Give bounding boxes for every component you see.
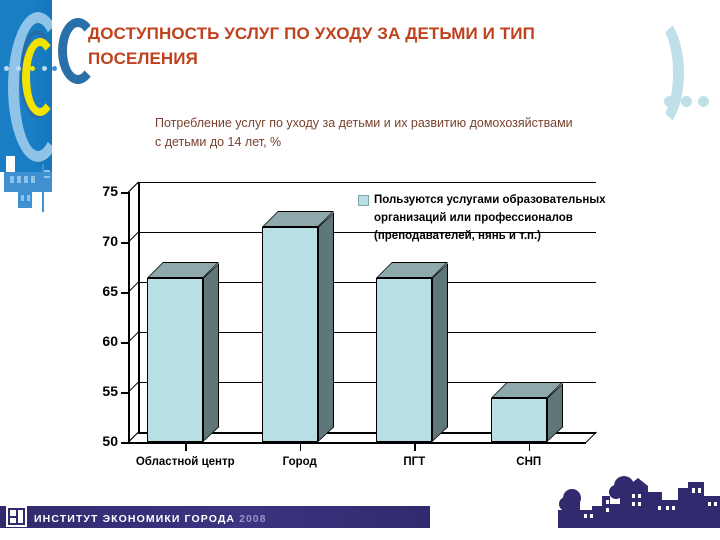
- x-axis-label-Областной центр: Областной центр: [135, 456, 235, 468]
- legend-label-series-1: Пользуются услугами образовательных орга…: [374, 194, 606, 242]
- slide-title: ДОСТУПНОСТЬ УСЛУГ ПО УХОДУ ЗА ДЕТЬМИ И Т…: [88, 24, 535, 68]
- bar-front-face: [376, 278, 433, 442]
- x-axis-front-line: [128, 442, 586, 444]
- bar-chart: Пользуются услугами образовательных орга…: [90, 170, 630, 470]
- y-tick-70: [121, 242, 128, 244]
- legend-swatch-series-1: [358, 195, 369, 206]
- y-tick-label-75: 75: [102, 183, 118, 199]
- footer-year: 2008: [239, 513, 267, 525]
- city-skyline-icon: [558, 476, 720, 528]
- bar-ПГТ[interactable]: [376, 262, 449, 442]
- chart-legend: Пользуются услугами образовательных орга…: [358, 192, 620, 245]
- bar-side-face: [203, 263, 220, 442]
- paren-icon: [628, 14, 684, 132]
- gridline-55: [138, 382, 596, 383]
- brand-c-steel-icon: [58, 18, 98, 84]
- x-tick-3: [528, 443, 531, 451]
- paren-dot-3-icon: [698, 96, 709, 107]
- gridline-75: [138, 182, 596, 183]
- y-tick-label-60: 60: [102, 333, 118, 349]
- x-tick-2: [414, 443, 416, 451]
- footer-logo-icon: [6, 506, 27, 527]
- brand-c-pale-icon: [8, 12, 52, 162]
- brand-dot-5-icon: [52, 66, 57, 71]
- plot-area: [138, 182, 596, 432]
- left-brand-panel: [0, 0, 52, 172]
- bar-Город[interactable]: [261, 211, 334, 442]
- y-tick-label-70: 70: [102, 233, 118, 249]
- x-tick-0: [185, 443, 187, 451]
- x-axis-label-СНП: СНП: [516, 456, 542, 468]
- gridline-70: [138, 232, 596, 233]
- brand-dot-4-icon: [42, 66, 47, 71]
- footer-bar: [0, 506, 430, 528]
- y-axis-back-line: [138, 182, 140, 432]
- brand-dot-2-icon: [16, 66, 21, 71]
- y-tick-55: [121, 392, 128, 394]
- x-axis-back-line: [138, 432, 596, 434]
- bar-side-face: [317, 212, 334, 442]
- y-tick-label-50: 50: [102, 433, 118, 449]
- y-tick-label-55: 55: [102, 383, 118, 399]
- y-axis-front-line: [128, 192, 130, 442]
- y-tick-75: [121, 192, 128, 194]
- left-buildings-decor: [4, 150, 74, 212]
- gridline-60: [138, 332, 596, 333]
- bar-front-face: [147, 278, 204, 442]
- brand-dot-1-icon: [4, 66, 9, 71]
- brand-dot-3-icon: [30, 66, 35, 71]
- x-axis-label-ПГТ: ПГТ: [403, 456, 426, 468]
- x-axis-label-Город: Город: [282, 456, 317, 468]
- y-tick-label-65: 65: [102, 283, 118, 299]
- chart-subtitle: Потребление услуг по уходу за детьми и и…: [155, 116, 573, 149]
- footer-text: ИНСТИТУТ ЭКОНОМИКИ ГОРОДА 2008: [34, 513, 266, 525]
- y-tick-65: [121, 292, 128, 294]
- bar-front-face: [490, 398, 547, 442]
- x-tick-1: [299, 443, 302, 451]
- paren-dot-1-icon: [664, 96, 675, 107]
- bar-side-face: [432, 263, 449, 442]
- bar-front-face: [261, 227, 318, 442]
- footer-organization: ИНСТИТУТ ЭКОНОМИКИ ГОРОДА: [34, 513, 236, 525]
- y-tick-60: [121, 342, 128, 344]
- gridline-65: [138, 282, 596, 283]
- bar-Областной центр[interactable]: [147, 262, 220, 442]
- paren-dot-2-icon: [681, 96, 692, 107]
- bar-СНП[interactable]: [490, 382, 563, 442]
- brand-c-yellow-icon: [22, 38, 52, 116]
- y-tick-50: [121, 442, 128, 444]
